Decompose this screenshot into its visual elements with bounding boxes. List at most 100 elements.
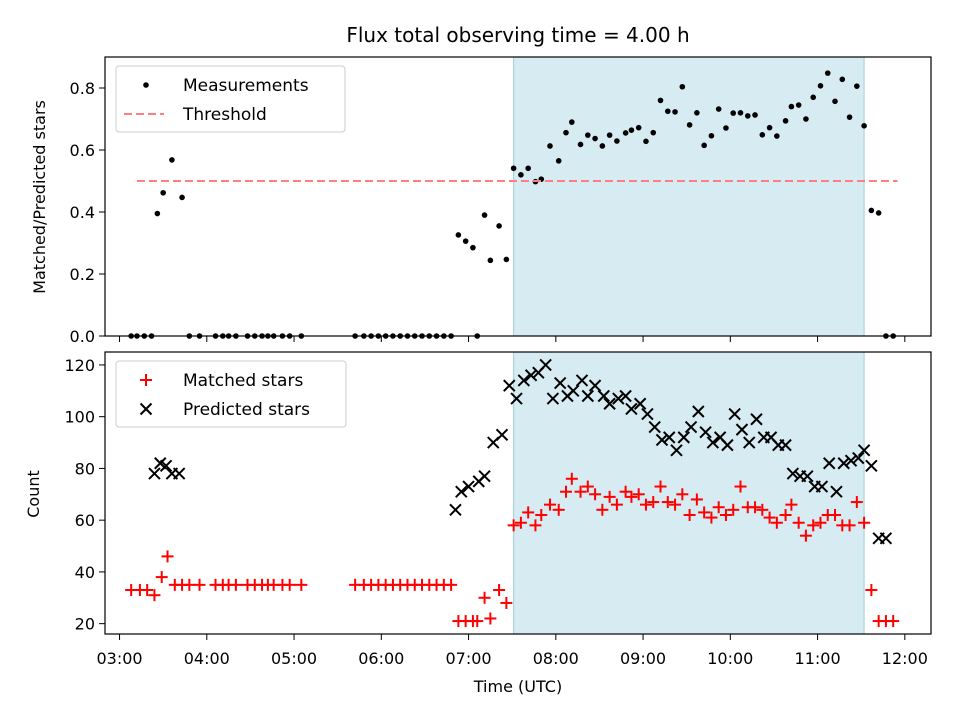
measurement-point (635, 124, 642, 131)
matched-stars-point (625, 490, 638, 503)
top-y-tick-label: 0.6 (70, 141, 95, 160)
predicted-stars-point (462, 480, 475, 493)
matched-stars-point (589, 488, 602, 501)
predicted-stars-point (588, 379, 602, 392)
matched-stars-point (148, 589, 161, 602)
predicted-stars-point (699, 425, 712, 439)
matched-stars-point (161, 550, 174, 563)
predicted-stars-point (619, 389, 632, 403)
legend-label: Predicted stars (183, 400, 310, 420)
matched-stars-point (654, 480, 667, 493)
matched-stars-point (749, 501, 762, 514)
predicted-stars-point (852, 451, 865, 465)
bottom-series-1 (148, 358, 893, 545)
measurement-point (455, 232, 462, 238)
measurement-point (503, 256, 510, 263)
measurement-point (462, 238, 469, 244)
legend-box (115, 360, 347, 428)
predicted-stars-point (633, 397, 647, 410)
matched-stars-point (493, 584, 506, 597)
bottom-observing-window-shade (513, 351, 865, 635)
top-y-tick-label: 0.0 (70, 327, 95, 346)
top-y-tick-label: 0.2 (70, 265, 95, 284)
x-axis-label: Time (UTC) (473, 677, 562, 696)
top-y-tick-label: 0.8 (70, 79, 95, 98)
matched-stars-point (543, 498, 556, 511)
matched-stars-point (779, 508, 792, 521)
matched-stars-point (669, 498, 682, 511)
predicted-stars-point (743, 436, 756, 449)
measurement-point (730, 110, 737, 116)
matched-stars-point (727, 503, 740, 516)
predicted-stars-point (495, 428, 509, 441)
measurement-point (547, 143, 553, 149)
measurement-point (179, 194, 185, 201)
measurement-point (650, 129, 657, 136)
measurement-point (657, 97, 664, 104)
x-tick-label: 03:00 (96, 649, 142, 668)
predicted-stars-point (822, 457, 836, 470)
measurement-point (614, 138, 620, 144)
matched-stars-point (712, 501, 725, 514)
predicted-stars-point (510, 392, 523, 405)
predicted-stars-point (706, 436, 720, 449)
matched-stars-point (850, 496, 863, 509)
measurement-point (782, 118, 789, 124)
bottom-axes-frame (104, 351, 932, 635)
top-y-axis-label: Matched/Predicted stars (30, 100, 49, 294)
predicted-stars-point (546, 392, 560, 405)
matched-stars-point (552, 503, 565, 516)
matched-stars-point (500, 596, 513, 609)
matched-stars-point (507, 519, 520, 532)
measurement-point (694, 110, 700, 116)
predicted-stars-point (684, 420, 698, 434)
measurement-point (824, 70, 831, 76)
bottom-y-tick-label: 40 (75, 563, 95, 582)
matched-stars-point (865, 584, 878, 597)
bottom-y-tick-label: 80 (75, 459, 95, 478)
matched-stars-point (814, 516, 827, 529)
legend-box (115, 65, 346, 133)
predicted-stars-point (575, 374, 589, 387)
x-tick-label: 06:00 (358, 649, 404, 668)
matched-stars-point (295, 578, 308, 591)
predicted-stars-point (670, 444, 683, 457)
matched-stars-point (705, 511, 718, 524)
matched-stars-point (445, 578, 458, 591)
matched-stars-point (565, 472, 578, 485)
measurement-point (810, 94, 817, 101)
matched-stars-point (141, 584, 154, 597)
matched-stars-point (792, 516, 805, 529)
measurement-point (737, 110, 744, 116)
matched-stars-point (193, 578, 206, 591)
legend-label: Matched stars (183, 371, 303, 391)
x-tick-label: 04:00 (184, 649, 230, 668)
matched-stars-point (484, 612, 497, 625)
x-tick-label: 09:00 (620, 649, 666, 668)
predicted-stars-point (148, 467, 161, 480)
measurement-point (861, 123, 867, 129)
matched-stars-point (799, 529, 812, 542)
measurement-point (496, 223, 502, 229)
predicted-stars-point (837, 457, 850, 470)
predicted-stars-point (779, 438, 792, 452)
matched-stars-point (785, 498, 798, 511)
matched-stars-point (155, 571, 168, 584)
x-tick-label: 10:00 (707, 649, 753, 668)
legend-dot-marker (143, 82, 149, 88)
measurement-point (487, 257, 494, 264)
measurement-point (672, 109, 678, 115)
matched-stars-point (887, 615, 900, 628)
top-axes-frame (104, 56, 932, 337)
predicted-stars-point (539, 358, 552, 372)
measurement-point (169, 157, 175, 163)
matched-stars-point (734, 480, 747, 493)
measurement-point (643, 138, 649, 145)
predicted-stars-point (815, 480, 829, 493)
x-tick-label: 08:00 (533, 649, 579, 668)
legend-label: Threshold (182, 105, 267, 125)
matched-stars-point (719, 508, 732, 521)
measurement-point (839, 76, 846, 83)
predicted-stars-point (503, 379, 516, 392)
measurement-point (622, 130, 629, 136)
